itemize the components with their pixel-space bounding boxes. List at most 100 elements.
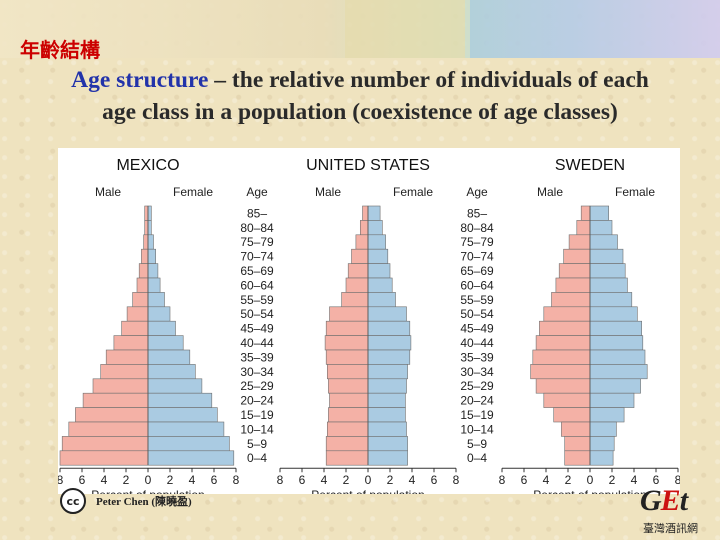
female-bar <box>367 335 412 351</box>
male-bar <box>355 234 369 250</box>
male-bar <box>132 292 149 308</box>
pyramid-title: UNITED STATES <box>306 157 430 174</box>
female-bar <box>367 320 411 336</box>
age-group-label: 10–14 <box>460 422 494 436</box>
female-bar <box>589 234 618 250</box>
female-bar <box>589 421 617 437</box>
male-bar <box>61 436 149 452</box>
pyramid-title: MEXICO <box>116 157 179 174</box>
age-group-label: 80–84 <box>240 221 274 235</box>
male-bar <box>144 220 149 236</box>
female-bar <box>367 349 411 365</box>
male-bar <box>138 263 149 279</box>
x-tick-label: 4 <box>321 473 328 487</box>
credit-text: Peter Chen (陳曉盈) <box>96 496 192 508</box>
male-bar <box>555 277 591 293</box>
age-group-label: 85– <box>467 206 487 220</box>
age-group-label: 50–54 <box>460 307 494 321</box>
age-group-label: 75–79 <box>460 235 494 249</box>
x-tick-label: 6 <box>79 473 86 487</box>
x-tick-label: 6 <box>431 473 438 487</box>
x-tick-label: 4 <box>543 473 550 487</box>
female-bar <box>367 450 408 466</box>
male-bar <box>564 450 591 466</box>
male-bar <box>362 205 369 221</box>
female-bar <box>367 248 389 264</box>
headline-line2: age class in a population (coexistence o… <box>102 99 618 125</box>
female-bar <box>147 205 152 221</box>
age-group-label: 30–34 <box>240 365 274 379</box>
male-bar <box>341 292 369 308</box>
male-bar <box>568 234 591 250</box>
female-bar <box>589 248 624 264</box>
age-group-label: 55–59 <box>240 293 274 307</box>
female-bar <box>589 436 615 452</box>
male-bar <box>100 364 149 380</box>
x-tick-label: 2 <box>167 473 174 487</box>
x-tick-label: 8 <box>675 473 680 487</box>
female-bar <box>589 292 633 308</box>
logo-mark: GEt <box>640 484 688 517</box>
female-bar <box>367 234 386 250</box>
age-group-label: 10–14 <box>240 422 274 436</box>
male-bar <box>580 205 591 221</box>
age-group-label: 5–9 <box>247 437 267 451</box>
male-bar <box>347 263 369 279</box>
male-bar <box>351 248 369 264</box>
x-tick-label: 4 <box>409 473 416 487</box>
headline-line1-rest: – the relative number of individuals of … <box>208 67 649 93</box>
male-bar <box>543 392 591 408</box>
female-bar <box>589 320 643 336</box>
x-tick-label: 8 <box>499 473 506 487</box>
slide-title-chinese: 年齡結構 <box>20 38 100 62</box>
male-bar <box>329 306 369 322</box>
female-bar <box>367 277 393 293</box>
female-bar <box>589 205 610 221</box>
age-group-label: 35–39 <box>240 350 274 364</box>
male-bar <box>326 421 369 437</box>
female-bar <box>147 248 156 264</box>
age-column-header: Age <box>466 185 488 199</box>
female-bar <box>147 364 196 380</box>
female-bar <box>367 436 408 452</box>
age-group-label: 85– <box>247 206 267 220</box>
male-bar <box>143 234 149 250</box>
male-bar <box>113 335 149 351</box>
male-legend-label: Male <box>537 185 563 199</box>
x-tick-label: 4 <box>189 473 196 487</box>
male-bar <box>345 277 369 293</box>
female-bar <box>589 364 648 380</box>
female-bar <box>147 292 165 308</box>
x-tick-label: 8 <box>453 473 460 487</box>
x-tick-label: 6 <box>211 473 218 487</box>
female-bar <box>147 378 203 394</box>
female-legend-label: Female <box>173 185 213 199</box>
female-bar <box>367 392 406 408</box>
male-legend-label: Male <box>95 185 121 199</box>
female-bar <box>589 277 628 293</box>
age-group-label: 0–4 <box>247 451 267 465</box>
female-bar <box>589 450 614 466</box>
female-bar <box>147 407 218 423</box>
male-bar <box>535 335 591 351</box>
male-bar <box>136 277 149 293</box>
age-group-label: 60–64 <box>460 278 494 292</box>
female-bar <box>367 263 391 279</box>
female-bar <box>367 306 407 322</box>
female-bar <box>147 335 184 351</box>
age-group-label: 45–49 <box>460 322 494 336</box>
age-group-label: 5–9 <box>467 437 487 451</box>
x-tick-label: 2 <box>609 473 616 487</box>
headline-term: Age structure <box>71 67 209 93</box>
male-bar <box>535 378 591 394</box>
age-group-label: 45–49 <box>240 322 274 336</box>
male-bar <box>539 320 591 336</box>
female-bar <box>147 220 152 236</box>
age-group-label: 40–44 <box>240 336 274 350</box>
male-bar <box>75 407 149 423</box>
male-bar <box>82 392 149 408</box>
x-tick-label: 2 <box>343 473 350 487</box>
female-bar <box>367 364 408 380</box>
female-bar <box>367 205 381 221</box>
male-bar <box>543 306 591 322</box>
